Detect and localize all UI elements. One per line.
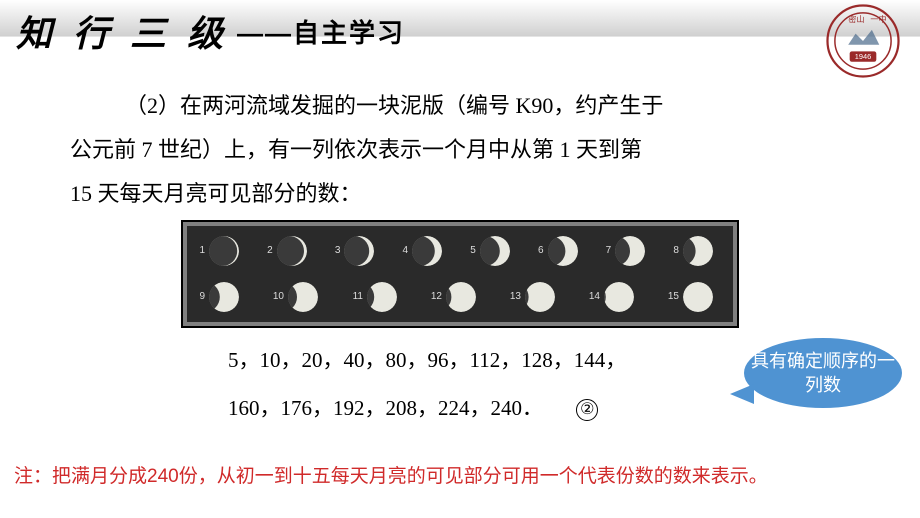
seal-text-right: 一中 xyxy=(870,14,886,24)
moon-row-2: 9 10 11 12 13 14 xyxy=(193,275,727,319)
moon-cell: 1 xyxy=(193,229,253,273)
moon-day-number: 2 xyxy=(261,229,273,273)
sequence-marker: ② xyxy=(576,399,598,421)
school-seal: 密山 一中 1946 xyxy=(826,4,900,78)
body-line-3: 15 天每天月亮可见部分的数： xyxy=(70,172,850,216)
header-title: 知 行 三 级 xyxy=(16,5,229,57)
moon-cell: 3 xyxy=(328,229,388,273)
moon-row-1: 1 2 3 4 5 6 7 xyxy=(193,229,727,273)
footnote: 注：把满月分成240份，从初一到十五每天月亮的可见部分可用一个代表份数的数来表示… xyxy=(14,461,906,488)
moon-cell: 5 xyxy=(464,229,524,273)
moon-day-number: 9 xyxy=(193,275,205,319)
moon-cell: 7 xyxy=(599,229,659,273)
moon-cell: 13 xyxy=(509,275,569,319)
moon-cell: 2 xyxy=(261,229,321,273)
moon-day-number: 15 xyxy=(667,275,679,319)
callout-bubble: 具有确定顺序的一列数 xyxy=(744,338,902,408)
moon-day-number: 5 xyxy=(464,229,476,273)
moon-day-number: 11 xyxy=(351,275,363,319)
moon-cell: 8 xyxy=(667,229,727,273)
moon-day-number: 12 xyxy=(430,275,442,319)
moon-day-number: 3 xyxy=(328,229,340,273)
body-line-2: 公元前 7 世纪）上，有一列依次表示一个月中从第 1 天到第 xyxy=(70,128,850,172)
moon-cell: 12 xyxy=(430,275,490,319)
body-line-1: （2）在两河流域发掘的一块泥版（编号 K90，约产生于 xyxy=(70,84,850,128)
moon-cell: 15 xyxy=(667,275,727,319)
moon-day-number: 13 xyxy=(509,275,521,319)
moon-cell: 6 xyxy=(532,229,592,273)
moon-cell: 10 xyxy=(272,275,332,319)
header-bar: 知 行 三 级 ——自主学习 xyxy=(0,0,920,62)
moon-cell: 14 xyxy=(588,275,648,319)
header-subtitle: ——自主学习 xyxy=(237,13,405,50)
moon-cell: 11 xyxy=(351,275,411,319)
moon-day-number: 1 xyxy=(193,229,205,273)
moon-day-number: 8 xyxy=(667,229,679,273)
seal-text-left: 密山 xyxy=(848,14,864,24)
moon-day-number: 10 xyxy=(272,275,284,319)
sequence-block: 5，10，20，40，80，96，112，128，144， 160，176，19… xyxy=(70,334,850,432)
moon-phase-image: 1 2 3 4 5 6 7 xyxy=(183,222,737,326)
callout-text: 具有确定顺序的一列数 xyxy=(744,349,902,397)
moon-day-number: 4 xyxy=(396,229,408,273)
moon-day-number: 14 xyxy=(588,275,600,319)
moon-day-number: 7 xyxy=(599,229,611,273)
moon-cell: 4 xyxy=(396,229,456,273)
moon-cell: 9 xyxy=(193,275,253,319)
seal-year: 1946 xyxy=(855,52,871,61)
moon-day-number: 6 xyxy=(532,229,544,273)
